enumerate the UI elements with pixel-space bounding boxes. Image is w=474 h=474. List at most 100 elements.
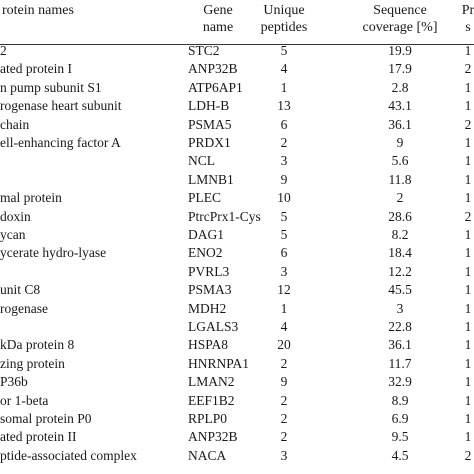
table-cell: 12 [277, 282, 291, 298]
table-cell: 1 [464, 374, 472, 390]
table-cell: 1 [464, 98, 472, 114]
table-cell: 43.1 [388, 98, 412, 114]
table-cell: PLEC [188, 190, 222, 206]
table-cell: 1 [464, 319, 472, 334]
table-cell: DAG1 [188, 227, 224, 242]
table-cell: LMAN2 [188, 374, 235, 390]
column-header: s [465, 20, 471, 35]
table-cell: 5 [280, 227, 288, 242]
table-cell: 1 [464, 153, 472, 169]
table-cell: P36b [0, 374, 28, 390]
column-header: name [202, 20, 234, 35]
table-cell: 9 [280, 171, 288, 187]
table-cell: 2 [280, 355, 288, 371]
table-cell: PSMA3 [188, 282, 232, 298]
column-header: rotein names [2, 3, 74, 18]
table-cell: NACA [188, 447, 227, 463]
table-cell: 4 [280, 319, 288, 334]
table-cell: 1 [464, 135, 472, 150]
table-cell: 28.6 [388, 208, 412, 224]
table-cell: 8.9 [391, 392, 409, 408]
table-cell: ANP32B [188, 61, 238, 77]
table-cell: 4 [280, 61, 288, 77]
table-cell: HNRNPA1 [188, 355, 250, 371]
table-cell: 1 [280, 300, 288, 316]
table-cell: STC2 [188, 43, 220, 58]
table-cell: 1 [464, 282, 472, 298]
table-cell: 1 [464, 355, 472, 371]
column-header: Sequence [373, 3, 427, 18]
table-cell: 2.8 [391, 79, 409, 95]
table-cell: PSMA5 [188, 116, 232, 132]
table-cell: RPLP0 [188, 411, 228, 426]
table-cell: ated protein II [0, 429, 77, 445]
table-cell: 4.5 [391, 447, 409, 463]
table-cell: 2 [280, 135, 288, 150]
table-cell: or 1-beta [0, 392, 49, 408]
table-cell: 1 [464, 227, 472, 242]
table-cell: 1 [464, 43, 472, 58]
table-cell: ptide-associated complex [0, 447, 137, 463]
table-cell: LGALS3 [188, 319, 239, 334]
table-cell: chain [0, 116, 30, 132]
table-cell: 11.8 [388, 171, 412, 187]
table-cell: 1 [464, 300, 472, 316]
table-cell: ell-enhancing factor A [0, 135, 121, 150]
table-cell: ycerate hydro-lyase [0, 245, 107, 261]
table-cell: 3 [280, 263, 288, 279]
table-cell: 2 [280, 411, 288, 426]
table-cell: unit C8 [0, 282, 41, 298]
table-cell: 6.9 [391, 411, 409, 426]
table-cell: LMNB1 [188, 171, 234, 187]
table-cell: 12.2 [388, 263, 412, 279]
table-cell: 10 [277, 190, 291, 206]
table-cell: 11.7 [388, 355, 412, 371]
table-cell: 13 [277, 98, 291, 114]
table-cell: 2 [464, 208, 472, 224]
table-cell: n pump subunit S1 [0, 79, 102, 95]
table-cell: EEF1B2 [188, 392, 235, 408]
table-cell: 19.9 [388, 43, 412, 58]
table-cell: 5 [280, 43, 288, 58]
table-cell: 1 [464, 411, 472, 426]
table-cell: 1 [464, 337, 472, 353]
table-cell: doxin [0, 208, 31, 224]
column-header: Unique [263, 3, 305, 18]
table-cell: HSPA8 [188, 337, 229, 353]
table-cell: 2 [280, 392, 288, 408]
column-header: Pr [461, 3, 474, 18]
table-cell: 5 [280, 208, 288, 224]
table-cell: 8.2 [391, 227, 409, 242]
table-cell: 6 [280, 245, 288, 261]
table-cell: zing protein [0, 355, 65, 371]
column-header: peptides [260, 20, 308, 35]
table-cell: 2 [396, 190, 404, 206]
table-cell: 20 [277, 337, 291, 353]
table-cell: rogenase heart subunit [0, 98, 122, 114]
table-cell: PRDX1 [188, 135, 231, 150]
table-cell: 2 [464, 447, 472, 463]
table-cell: 2 [0, 43, 7, 58]
table-cell: 36.1 [388, 337, 412, 353]
table-cell: 1 [464, 429, 472, 445]
table-cell: ENO2 [188, 245, 223, 261]
table-cell: NCL [188, 153, 215, 169]
table-cell: 1 [280, 79, 288, 95]
table-cell: 3 [280, 447, 288, 463]
table-cell: 3 [280, 153, 288, 169]
table-cell: 18.4 [388, 245, 412, 261]
table-cell: ated protein I [0, 61, 72, 77]
table-cell: 36.1 [388, 116, 412, 132]
table-cell: LDH-B [188, 98, 230, 114]
table-cell: 6 [280, 116, 288, 132]
table-cell: 9 [280, 374, 288, 390]
table-cell: 32.9 [388, 374, 412, 390]
table-cell: 1 [464, 190, 472, 206]
table-cell: 5.6 [391, 153, 409, 169]
header-rule [0, 44, 474, 45]
table-cell: 1 [464, 392, 472, 408]
table-cell: 1 [464, 245, 472, 261]
table-cell: kDa protein 8 [0, 337, 75, 353]
table-cell: 2 [280, 429, 288, 445]
